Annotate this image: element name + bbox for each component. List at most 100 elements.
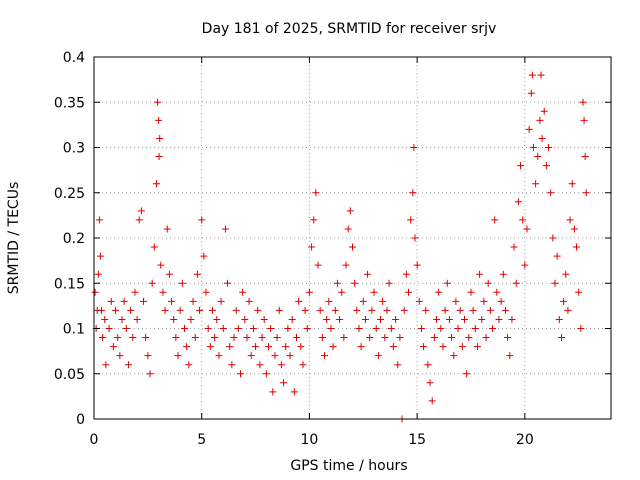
data-point	[172, 334, 180, 342]
data-point	[318, 334, 326, 342]
data-point	[202, 288, 210, 296]
data-point	[415, 297, 423, 305]
data-point	[486, 306, 494, 314]
data-point	[368, 306, 376, 314]
data-point	[521, 261, 529, 269]
x-tick-label: 10	[301, 432, 319, 448]
data-point	[327, 325, 335, 332]
y-tick-label: 0.15	[54, 276, 85, 292]
data-point	[450, 352, 458, 360]
data-point	[385, 279, 393, 287]
data-point	[553, 252, 561, 260]
data-point	[424, 361, 432, 369]
data-point	[525, 125, 533, 133]
data-point	[94, 270, 102, 278]
data-point	[107, 297, 115, 305]
data-point	[523, 225, 531, 233]
data-point	[176, 306, 184, 314]
y-tick-label: 0.35	[54, 95, 85, 111]
data-point	[252, 343, 260, 351]
data-point	[566, 216, 574, 224]
data-point	[118, 315, 126, 323]
data-point	[428, 397, 436, 405]
data-point	[379, 297, 387, 305]
data-point	[374, 352, 382, 360]
data-point	[570, 225, 578, 233]
data-point	[471, 325, 479, 332]
data-point	[529, 144, 537, 151]
data-point	[135, 216, 143, 224]
data-point	[575, 288, 583, 296]
data-point	[314, 261, 322, 269]
data-point	[383, 306, 391, 314]
data-point	[196, 306, 204, 314]
data-point	[333, 279, 341, 287]
data-point	[280, 379, 288, 387]
data-point	[219, 325, 227, 332]
data-point	[146, 370, 154, 378]
data-point	[127, 306, 135, 314]
data-point	[491, 216, 499, 224]
data-point	[527, 89, 535, 97]
data-point	[275, 306, 283, 314]
data-point	[528, 71, 536, 79]
data-point	[310, 216, 318, 224]
data-point	[170, 315, 178, 323]
data-point	[288, 315, 296, 323]
data-point	[183, 343, 191, 351]
data-point	[213, 315, 221, 323]
data-point	[174, 352, 182, 360]
data-point	[392, 315, 400, 323]
data-point	[437, 325, 445, 332]
data-point	[452, 297, 460, 305]
data-point	[443, 279, 451, 287]
data-point	[422, 306, 430, 314]
data-point	[264, 343, 272, 351]
data-point	[323, 315, 331, 323]
data-point	[91, 288, 99, 296]
data-point	[312, 189, 320, 197]
data-point	[185, 361, 193, 369]
data-point	[489, 325, 497, 332]
data-point	[277, 361, 285, 369]
data-point	[245, 297, 253, 305]
data-point	[273, 334, 281, 342]
data-point	[156, 134, 164, 142]
data-point	[114, 334, 122, 342]
y-tick-label: 0.2	[63, 231, 85, 247]
data-point	[159, 288, 167, 296]
data-point	[161, 306, 169, 314]
data-point	[573, 243, 581, 251]
data-point	[456, 306, 464, 314]
data-point	[124, 361, 132, 369]
data-point	[228, 361, 236, 369]
data-point	[269, 388, 277, 396]
data-point	[417, 325, 425, 332]
data-point	[301, 306, 309, 314]
data-point	[501, 306, 509, 314]
data-point	[305, 288, 313, 296]
data-point	[547, 189, 555, 197]
data-point	[142, 334, 150, 342]
data-point	[433, 315, 441, 323]
data-point	[512, 279, 520, 287]
data-point	[410, 144, 418, 151]
data-point	[562, 270, 570, 278]
data-point	[361, 315, 369, 323]
data-point	[426, 379, 434, 387]
data-point	[234, 325, 242, 332]
data-point	[467, 288, 475, 296]
data-point	[290, 388, 298, 396]
data-point	[295, 297, 303, 305]
data-point	[116, 352, 124, 360]
data-point	[243, 334, 251, 342]
data-point	[256, 361, 264, 369]
x-axis-label: GPS time / hours	[290, 458, 407, 474]
data-point	[577, 325, 585, 332]
data-point	[411, 234, 419, 242]
data-point	[581, 153, 589, 161]
data-point	[133, 315, 141, 323]
data-point	[325, 297, 333, 305]
data-point	[461, 315, 469, 323]
